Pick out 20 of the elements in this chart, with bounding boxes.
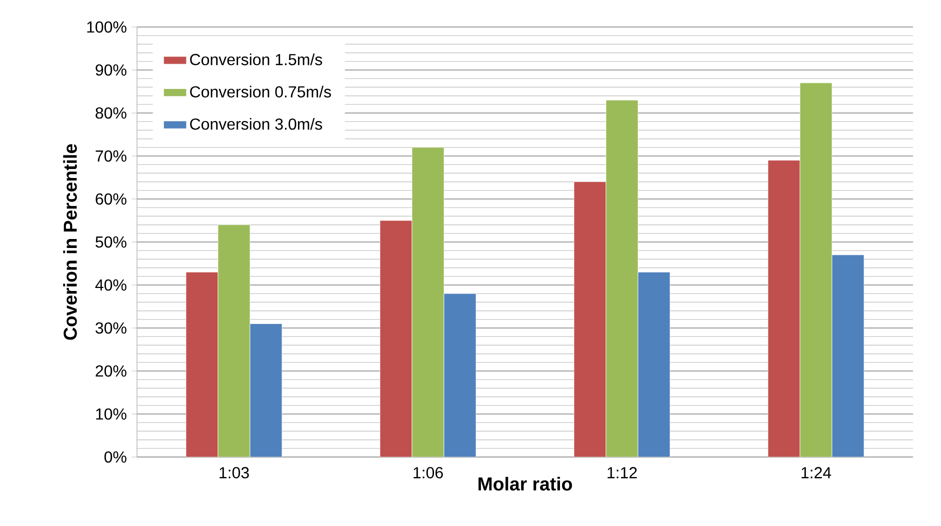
- x-tick-label: 1:24: [802, 467, 832, 478]
- y-tick-label: 60%: [96, 193, 126, 205]
- x-tick-label: 1:12: [608, 467, 637, 478]
- y-tick-label: 10%: [96, 408, 126, 420]
- y-tick-label: 0%: [104, 451, 126, 463]
- legend-label: Conversion 3.0m/s: [190, 118, 322, 130]
- x-tick-label: 1:06: [414, 467, 443, 478]
- y-tick-label: 80%: [96, 107, 126, 119]
- y-tick-label: 30%: [96, 322, 126, 334]
- y-tick-label: 20%: [96, 365, 126, 377]
- legend-label: Conversion 0.75m/s: [190, 86, 331, 98]
- y-tick-label: 40%: [95, 279, 126, 291]
- y-tick-label: 70%: [96, 150, 126, 162]
- x-tick-label: 1:03: [220, 467, 249, 478]
- y-tick-label: 50%: [96, 236, 126, 248]
- x-axis-title: Molar ratio: [478, 476, 572, 491]
- legend-label: Conversion 1.5m/s: [190, 54, 322, 66]
- y-tick-label: 100%: [87, 21, 126, 33]
- y-axis-title: Coverion in Percentile: [63, 144, 77, 340]
- y-tick-label: 90%: [96, 64, 126, 76]
